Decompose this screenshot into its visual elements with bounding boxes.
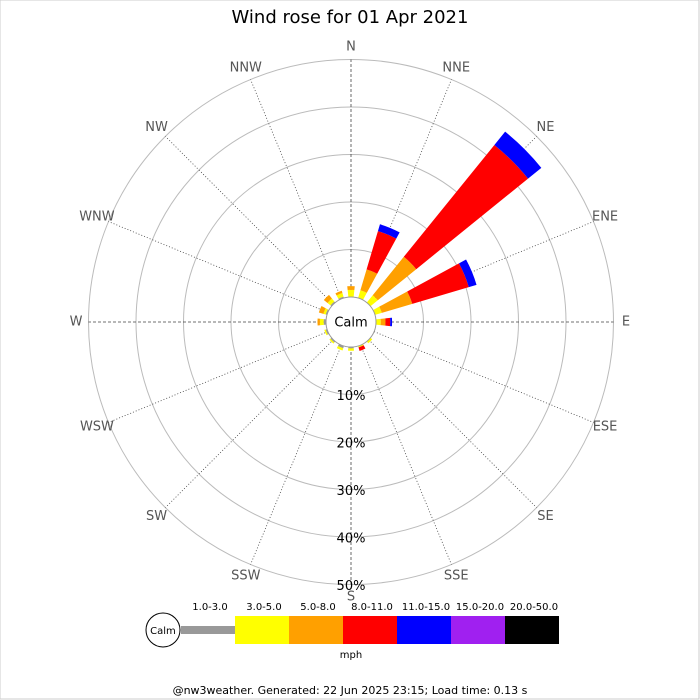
petal-segment [330,301,336,307]
direction-label: NNE [442,60,470,75]
petal-segment [372,256,417,301]
petal-segment [403,144,529,270]
petal-segment [323,319,327,325]
petal-segment [366,231,397,274]
legend-label: 1.0-3.0 [192,602,227,613]
direction-label: NE [536,120,554,135]
petal-segment [458,259,477,288]
direction-label: WNW [79,209,115,224]
legend-label: 5.0-8.0 [300,602,335,613]
petal-segment [390,317,393,327]
direction-label: W [70,315,83,330]
spoke [108,221,329,313]
spoke [360,344,452,565]
footer: @nw3weather. Generated: 22 Jun 2025 23:1… [173,684,528,697]
direction-label: NW [145,120,168,135]
petal-segment [337,343,344,349]
ring-label: 50% [337,579,366,594]
petal-segment [366,337,373,344]
direction-label: SSE [444,569,469,584]
spoke [165,339,334,508]
legend-swatch [397,616,451,644]
petal-segment [336,346,344,351]
petal-segment [366,295,378,307]
spoke [250,344,342,565]
direction-label: SE [537,509,553,524]
direction-label: SSW [231,569,261,584]
legend-swatch [181,626,235,634]
petal-segment [372,306,382,315]
direction-label: WSW [80,420,114,435]
petal-segment [407,263,469,304]
calm-label: Calm [334,316,367,331]
spoke [373,331,594,423]
legend-label: 8.0-11.0 [351,602,393,613]
ring-label: 10% [337,389,366,404]
direction-label: S [347,590,355,605]
spoke [108,331,329,423]
petal-segment [375,318,381,326]
spoke [250,79,342,300]
legend-swatch [343,616,397,644]
petal-segment [385,317,391,327]
petal-segment [318,305,326,314]
petal-segment [317,318,320,326]
direction-label: N [346,40,356,55]
petal-segment [379,291,413,313]
chart-title: Wind rose for 01 Apr 2021 [232,7,469,28]
calm-circle [325,296,377,348]
direction-label: E [622,315,630,330]
petal-segment [324,329,328,336]
petal-segment [358,345,366,351]
spoke [368,339,537,508]
legend-swatch [235,616,289,644]
legend-calm [145,612,181,648]
petal-segment [358,290,367,301]
legend-calm-label: Calm [150,626,176,637]
petal-segment [347,286,355,291]
petal-segment [335,290,343,296]
legend-label: 15.0-20.0 [456,602,504,613]
direction-label: SW [146,509,167,524]
ring-label: 40% [337,532,366,547]
petal-segment [336,293,344,299]
petal-segment [319,318,324,326]
legend-label: 20.0-50.0 [510,602,558,613]
petal-segment [327,298,335,306]
petal-segment [380,318,386,326]
petal-segment [323,308,328,315]
spoke [165,136,334,305]
direction-label: ESE [593,420,618,435]
direction-label: ENE [592,209,618,224]
legend-swatch [289,616,343,644]
petal-segment [347,289,355,298]
petal-segment [323,294,332,303]
ring-label: 20% [337,437,366,452]
petal-segment [494,131,542,179]
petal-segment [330,337,336,343]
ring-label: 30% [337,484,366,499]
legend-swatch [451,616,505,644]
petal-segment [329,338,335,344]
petal-segment [360,269,378,293]
petal-segment [377,224,400,239]
legend-label: 3.0-5.0 [246,602,281,613]
petal-segment [347,348,355,351]
unit-label: mph [340,650,362,661]
legend-label: 11.0-15.0 [402,602,450,613]
direction-label: NNW [230,60,262,75]
legend-swatch [505,616,559,644]
